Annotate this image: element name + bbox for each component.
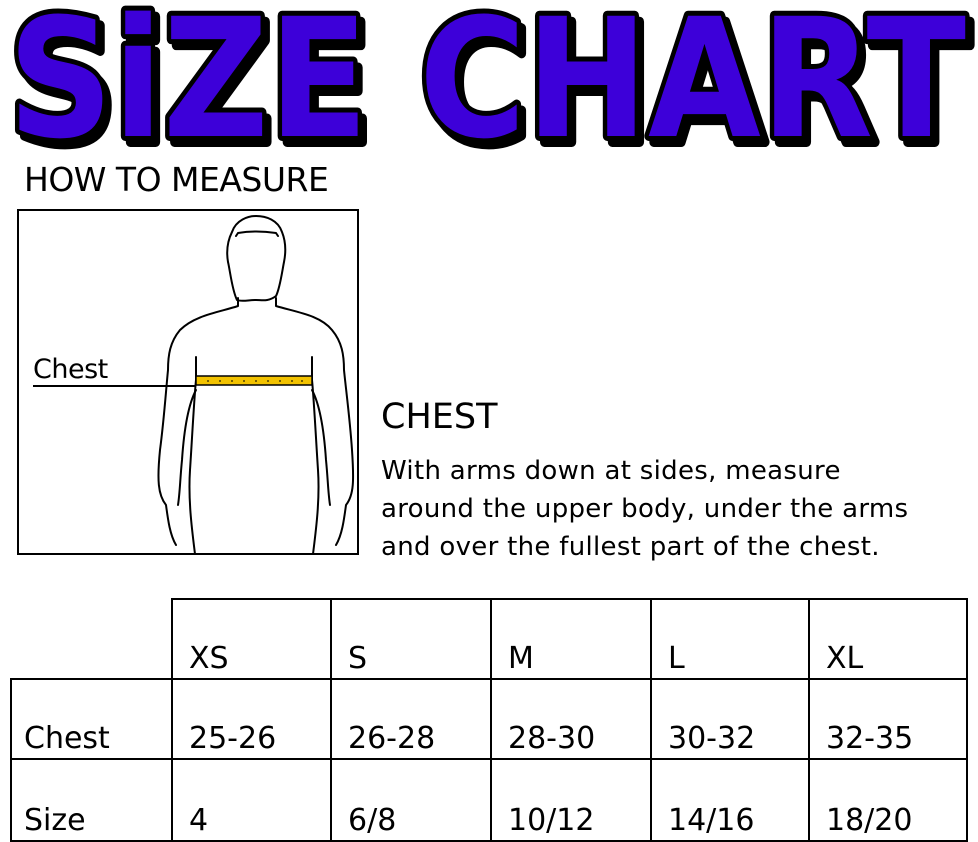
title-text: SiZE CHART [8, 0, 966, 150]
chest-m: 28-30 [508, 721, 596, 756]
table-cell: 14/16 [650, 758, 810, 842]
header-xl: XL [826, 641, 864, 676]
row-label-size: Size [24, 803, 86, 838]
chest-xl: 32-35 [826, 721, 914, 756]
row-label-cell: Size [10, 758, 173, 842]
table-cell: 28-30 [490, 678, 652, 760]
how-to-measure-heading: HOW TO MEASURE [24, 160, 329, 199]
header-cell: S [330, 598, 492, 680]
table-cell: 18/20 [808, 758, 968, 842]
header-cell: M [490, 598, 652, 680]
size-s: 6/8 [348, 803, 397, 838]
table-cell: 32-35 [808, 678, 968, 760]
table-cell: 4 [171, 758, 332, 842]
measuring-tape [195, 375, 313, 386]
instruction-line: and over the fullest part of the chest. [381, 532, 880, 562]
size-xs: 4 [189, 803, 209, 838]
row-label-chest: Chest [24, 721, 110, 756]
table-cell: 26-28 [330, 678, 492, 760]
tape-ticks [207, 380, 303, 382]
header-l: L [668, 641, 685, 676]
header-s: S [348, 641, 368, 676]
table-cell: 30-32 [650, 678, 810, 760]
size-l: 14/16 [668, 803, 755, 838]
body-outline-icon [157, 215, 355, 555]
row-label-cell: Chest [10, 678, 173, 760]
size-xl: 18/20 [826, 803, 913, 838]
instruction-line: around the upper body, under the arms [381, 494, 909, 524]
chest-instructions: With arms down at sides, measure around … [381, 452, 978, 566]
table-cell: 25-26 [171, 678, 332, 760]
header-cell: XS [171, 598, 332, 680]
table-cell: 6/8 [330, 758, 492, 842]
table-cell: 10/12 [490, 758, 652, 842]
instruction-line: With arms down at sides, measure [381, 456, 841, 486]
header-cell: XL [808, 598, 968, 680]
size-m: 10/12 [508, 803, 595, 838]
chest-heading: CHEST [381, 397, 498, 437]
chest-s: 26-28 [348, 721, 436, 756]
header-xs: XS [189, 641, 229, 676]
chest-xs: 25-26 [189, 721, 277, 756]
figure-chest-label: Chest [33, 354, 108, 385]
header-cell: L [650, 598, 810, 680]
size-chart-title: SiZE CHART [3, 0, 971, 150]
header-m: M [508, 641, 534, 676]
chest-l: 30-32 [668, 721, 756, 756]
